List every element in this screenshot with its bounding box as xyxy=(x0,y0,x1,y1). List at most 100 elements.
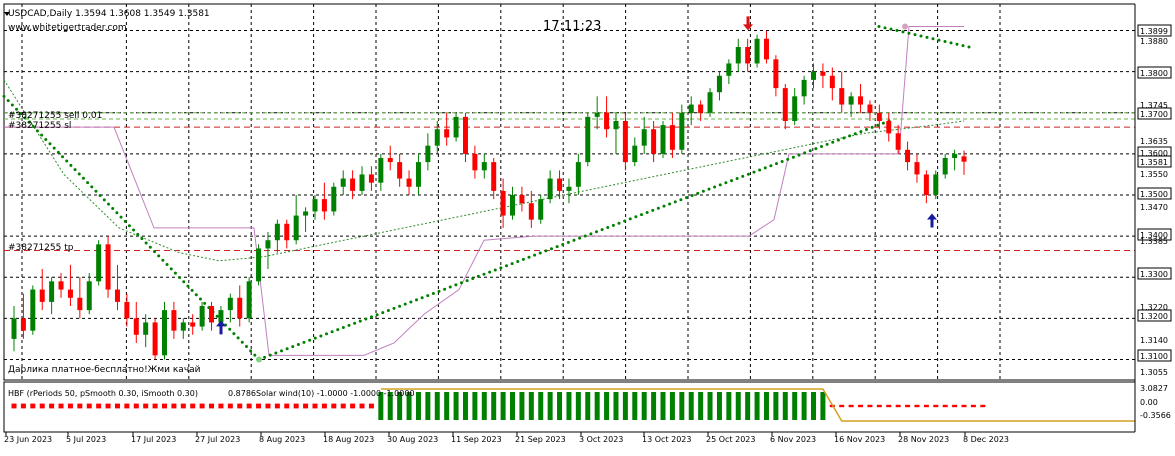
candle-body xyxy=(867,104,873,113)
psar-dot xyxy=(955,42,959,46)
date-label: 11 Sep 2023 xyxy=(451,435,502,444)
psar-dot xyxy=(865,128,868,132)
price-label: 1.3600 xyxy=(1140,149,1168,158)
candle-body xyxy=(716,75,722,93)
histogram-bar xyxy=(143,403,149,409)
psar-dot xyxy=(544,249,548,253)
histogram-bar xyxy=(152,403,158,409)
sell-arrow-icon xyxy=(743,16,753,31)
psar-dot xyxy=(701,189,705,193)
psar-dot xyxy=(628,217,632,221)
histogram-bar xyxy=(256,403,262,409)
psar-dot xyxy=(645,211,649,215)
candle-body xyxy=(161,310,167,356)
candle-body xyxy=(227,297,233,311)
candle-body xyxy=(340,178,346,187)
symbol-dropdown-icon xyxy=(4,12,10,16)
psar-dot xyxy=(741,174,745,178)
psar-dot xyxy=(825,142,829,146)
psar-dot xyxy=(690,194,694,198)
histogram-bar xyxy=(77,403,83,409)
psar-dot xyxy=(392,306,396,310)
psar-dot xyxy=(814,147,818,151)
price-label: 1.3899 xyxy=(1140,27,1168,36)
psar-dot xyxy=(86,181,90,185)
histogram-bar xyxy=(669,392,675,420)
psar-dot xyxy=(831,140,835,144)
histogram-bar xyxy=(745,392,751,420)
psar-dot xyxy=(48,142,52,146)
psar-dot xyxy=(651,208,655,212)
histogram-bar xyxy=(133,403,139,409)
psar-dot xyxy=(848,134,852,138)
candle-body xyxy=(114,289,120,302)
candle-body xyxy=(613,121,619,130)
channel-polyline xyxy=(4,25,964,356)
candle-body xyxy=(632,145,638,163)
price-label: 1.3745 xyxy=(1140,101,1168,110)
candle-body xyxy=(679,112,685,150)
candle-body xyxy=(726,63,732,76)
psar-dot xyxy=(94,189,98,193)
moving-average-line xyxy=(3,79,965,262)
histogram-bar xyxy=(387,392,393,420)
histogram-bar xyxy=(632,392,638,420)
histogram-bar xyxy=(114,403,120,409)
price-label: 1.3581 xyxy=(1140,158,1168,167)
candle-body xyxy=(199,306,205,327)
buy-arrow-icon xyxy=(927,213,937,228)
psar-dot xyxy=(842,136,846,140)
psar-dot xyxy=(595,230,598,234)
price-label-box xyxy=(1137,309,1172,322)
psar-dot xyxy=(791,155,795,159)
psar-dot xyxy=(617,221,621,225)
candle-body xyxy=(801,79,807,97)
psar-dot xyxy=(919,34,923,38)
psar-dot xyxy=(476,274,480,278)
histogram-bar xyxy=(613,392,619,420)
psar-dot xyxy=(454,283,458,287)
histogram-bar xyxy=(867,404,873,408)
price-label: 1.3220 xyxy=(1140,303,1168,312)
candle-body xyxy=(453,116,459,138)
psar-dot xyxy=(61,155,65,159)
psar-dot xyxy=(707,187,711,191)
histogram-bar xyxy=(227,403,233,409)
candle-body xyxy=(331,186,337,212)
indicator-value: 0.8786 xyxy=(228,389,256,398)
psar-dot xyxy=(724,181,728,185)
psar-dot xyxy=(634,215,638,219)
candle-body xyxy=(923,174,929,195)
candle-body xyxy=(180,322,186,331)
histogram-bar xyxy=(763,392,769,420)
histogram-bar xyxy=(284,403,290,409)
histogram-bar xyxy=(575,392,581,420)
candle-body xyxy=(792,96,798,121)
candle-body xyxy=(952,153,958,158)
candle-body xyxy=(735,47,741,64)
psar-dot xyxy=(780,159,784,163)
promo-label: Дарлика платное-бесплатно!Жми качай xyxy=(8,365,201,375)
psar-dot xyxy=(232,332,236,336)
psar-dot xyxy=(895,29,899,33)
histogram-bar xyxy=(848,404,854,408)
psar-dot xyxy=(685,196,688,200)
histogram-bar xyxy=(500,392,506,420)
indicator-label: HBF (rPeriods 50, pSmooth 0.30, iSmooth … xyxy=(8,389,198,398)
parabolic-sar-dots xyxy=(2,23,971,363)
histogram-bar xyxy=(406,392,412,420)
histogram-bar xyxy=(641,392,647,420)
candle-body xyxy=(604,112,610,130)
price-label: 1.3470 xyxy=(1140,203,1168,212)
candle-body xyxy=(839,88,845,105)
psar-dot xyxy=(27,120,31,124)
price-label: 1.3700 xyxy=(1140,110,1168,119)
histogram-bar xyxy=(49,403,55,409)
psar-dot xyxy=(285,347,289,351)
histogram-bar xyxy=(801,392,807,420)
candle-body xyxy=(67,289,73,298)
website-label: www.whitetigertrader.com xyxy=(8,23,127,33)
candle-body xyxy=(218,310,224,323)
